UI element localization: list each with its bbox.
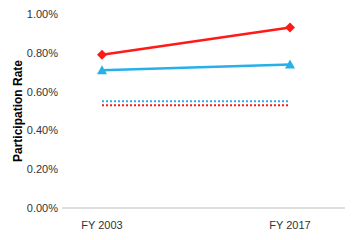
- x-tick-label: FY 2017: [269, 219, 310, 231]
- tick-mark: [59, 91, 62, 92]
- x-axis-line: [62, 208, 345, 209]
- marker: [285, 59, 295, 68]
- y-tick-label: 0.00%: [27, 202, 58, 214]
- y-tick-label: 0.20%: [27, 163, 58, 175]
- tick-mark: [59, 169, 62, 170]
- tick-mark: [59, 130, 62, 131]
- y-tick-label: 0.40%: [27, 124, 58, 136]
- y-tick-label: 0.60%: [27, 86, 58, 98]
- tick-mark: [59, 52, 62, 53]
- y-axis-title: Participation Rate: [11, 60, 25, 162]
- tick-mark: [59, 14, 62, 15]
- y-axis-line: [62, 14, 63, 208]
- marker: [285, 23, 295, 33]
- marker: [97, 50, 107, 60]
- y-tick-label: 0.80%: [27, 47, 58, 59]
- plot-area: [97, 23, 295, 106]
- x-tick-label: FY 2003: [81, 219, 122, 231]
- series-line: [102, 104, 290, 106]
- tick-mark: [59, 208, 62, 209]
- y-tick-label: 1.00%: [27, 8, 58, 20]
- series-line: [102, 100, 290, 102]
- marker: [97, 65, 107, 74]
- series-line: [102, 28, 290, 55]
- chart: 0.00% 0.20% 0.40% 0.60% 0.80% 1.00% FY 2003 FY …: [0, 0, 359, 240]
- series-line: [102, 64, 290, 70]
